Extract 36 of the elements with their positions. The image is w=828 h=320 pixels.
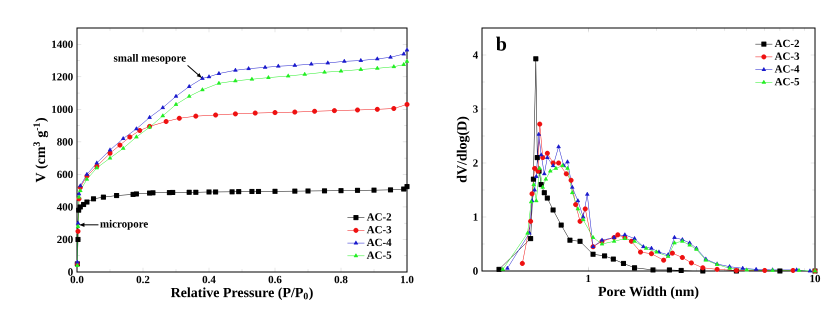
x-axis-title: Relative Pressure (P/P$_{0}$) <box>170 287 313 300</box>
x-tick-label: 1.0 <box>401 276 414 284</box>
legend-label: AC-5 <box>366 251 392 259</box>
x-tick-label: 0.0 <box>70 276 84 284</box>
legend-label: AC-3 <box>366 226 392 234</box>
x-tick-label: 0.6 <box>268 276 282 284</box>
y-tick-label: 200 <box>57 236 73 244</box>
legend-label: AC-3 <box>774 52 800 60</box>
x-tick-label: 1 <box>586 274 590 282</box>
y-tick-label: 3 <box>473 105 478 113</box>
annotation: small mesopore <box>114 54 186 64</box>
x-tick-label: 0.2 <box>136 276 150 284</box>
y-tick-label: 4 <box>472 51 478 59</box>
legend-label: AC-5 <box>774 78 800 86</box>
y-axis-title: dV/dlog(D) <box>456 116 470 182</box>
y-tick-label: 600 <box>57 170 73 178</box>
annotation: micropore <box>100 220 148 230</box>
legend-label: AC-2 <box>366 213 392 221</box>
y-tick-label: 2 <box>473 159 478 167</box>
legend-label: AC-4 <box>774 65 800 73</box>
x-axis-title: Pore Width (nm) <box>598 286 698 300</box>
x-tick-label: 0.4 <box>202 276 216 284</box>
y-tick-label: 1200 <box>52 73 73 80</box>
x-tick-label: 0.8 <box>334 276 348 284</box>
x-tick-label: 10 <box>810 274 820 282</box>
legend-label: AC-4 <box>366 238 392 246</box>
y-tick-label: 0 <box>68 268 73 276</box>
y-tick-label: 0 <box>473 267 478 275</box>
y-tick-label: 1400 <box>52 40 73 48</box>
y-axis-title: V (cm$^{3}$ g$^{-1}$) <box>33 118 48 182</box>
y-tick-label: 1000 <box>52 106 73 114</box>
legend-label: AC-2 <box>774 40 800 48</box>
annotation: b <box>496 36 506 51</box>
y-tick-label: 800 <box>57 138 73 146</box>
y-tick-label: 400 <box>56 203 73 211</box>
y-tick-label: 1 <box>474 213 478 221</box>
